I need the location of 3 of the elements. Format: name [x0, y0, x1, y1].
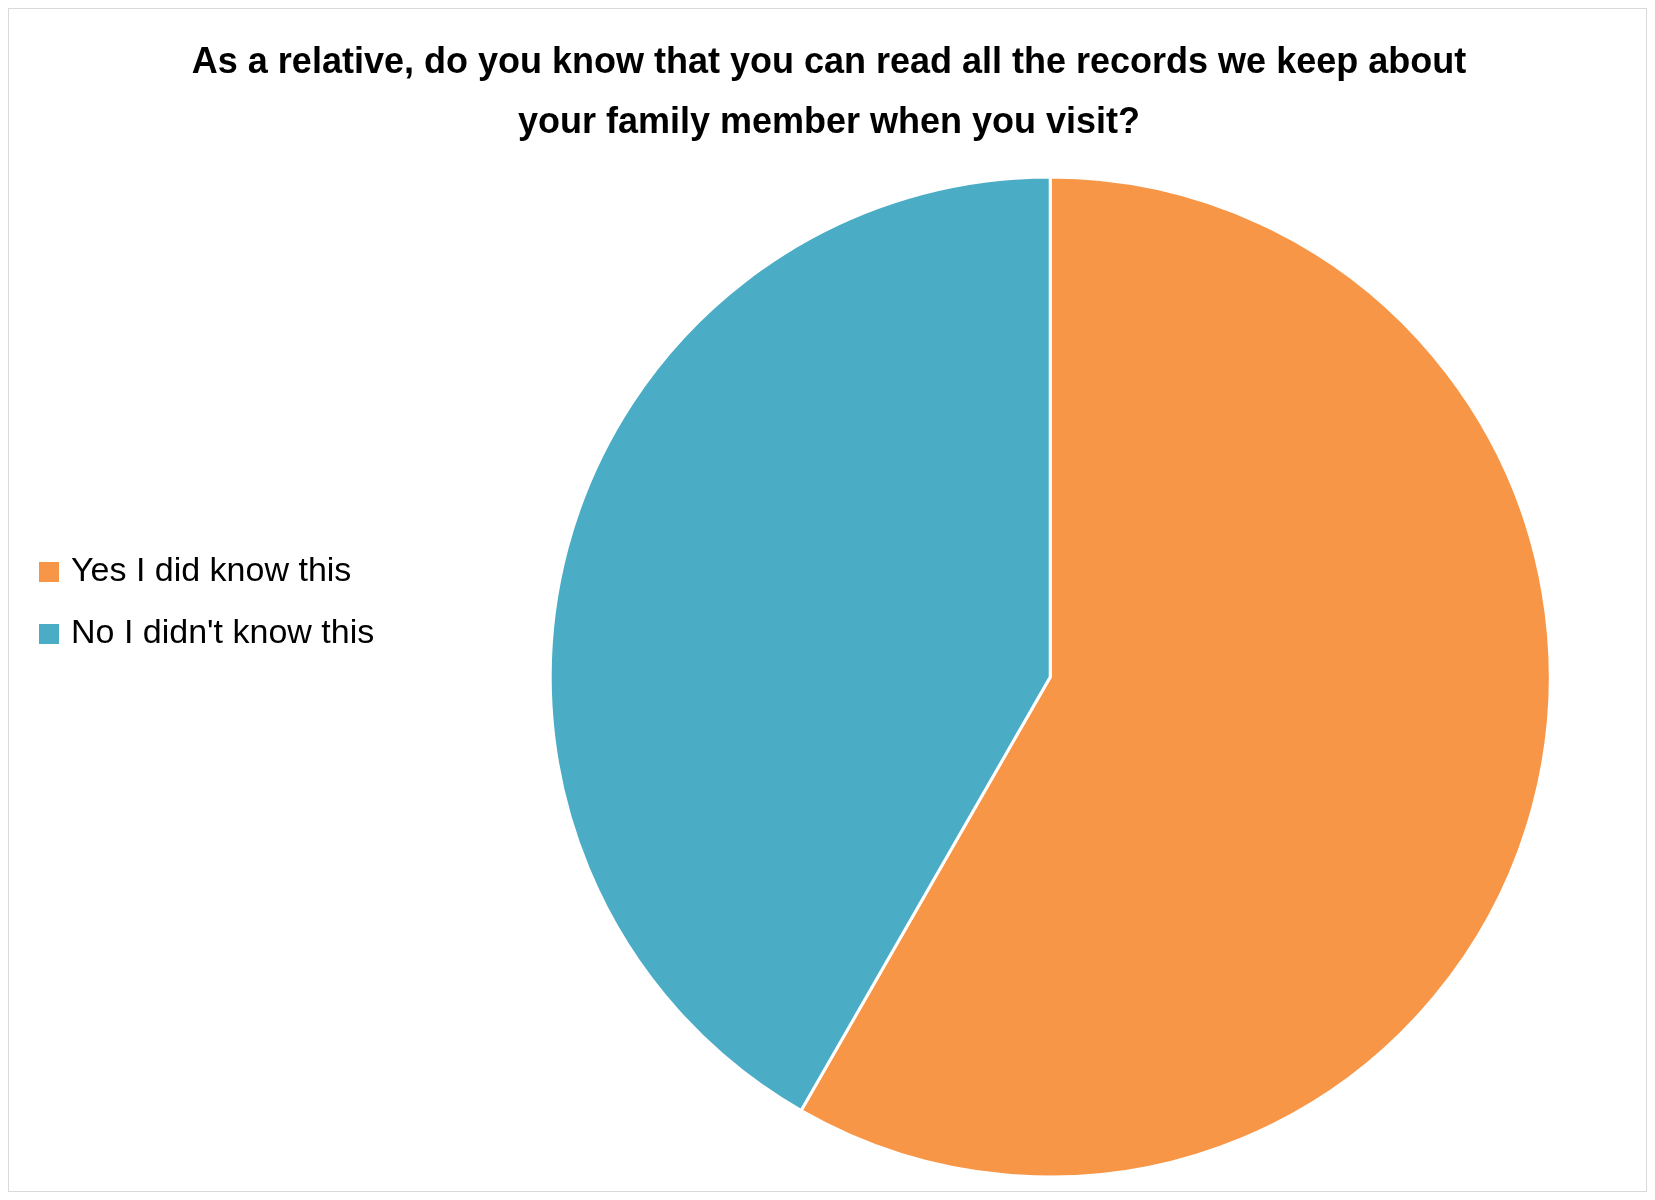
legend-label: No I didn't know this — [71, 612, 375, 650]
legend-label: Yes I did know this — [71, 550, 352, 588]
chart-title: As a relative, do you know that you can read all the records we keep about your family member when you visit? — [190, 39, 1468, 143]
